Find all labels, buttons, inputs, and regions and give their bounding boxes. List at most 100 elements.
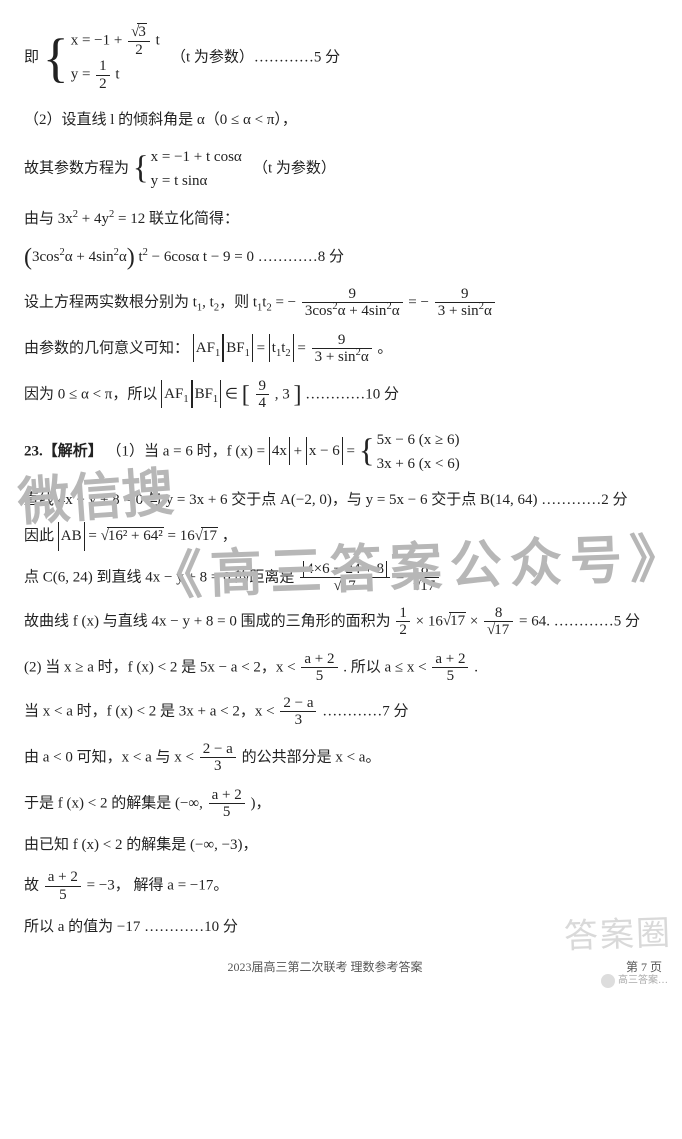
sys1-den2: 2 (96, 76, 110, 93)
p2-c: . (474, 659, 478, 675)
footer-left: 2023届高三第二次联考 理数参考答案 (227, 956, 422, 979)
abl-d: = 16 (168, 528, 195, 544)
geo-meaning-line: 由参数的几何意义可知： AF1BF1 = t1t2 = 93 + sin2α 。 (24, 332, 662, 366)
fn-b: = −3， 解得 a = −17。 (87, 877, 229, 893)
wx-icon (601, 974, 615, 988)
intersect-line: 直线 4x − y + 8 = 0 与 y = 3x + 6 交于点 A(−2,… (24, 486, 662, 515)
rng-den: 4 (256, 395, 270, 412)
given-line: 由已知 f (x) < 2 的解集是 (−∞, −3)， (24, 831, 662, 860)
fb1-db: α + 4sin (338, 303, 387, 319)
fb2-da: 3 + sin (438, 303, 479, 319)
sys1-row2-lhs: y = (71, 66, 94, 82)
abl-a: 因此 (24, 528, 58, 544)
q23-c: + (294, 443, 306, 459)
ss-fn: a + 2 (209, 787, 245, 805)
rng-num: 9 (256, 378, 270, 396)
abl-comma: ， (222, 528, 237, 544)
ar-d: = 64. …………5 分 (519, 613, 640, 629)
p2-ge-line: (2) 当 x ≥ a 时，f (x) < 2 是 5x − a < 2，x <… (24, 651, 662, 685)
fb1-da: 3cos (305, 303, 333, 319)
ar-s17a: 17 (449, 612, 466, 629)
pointC-line: 点 C(6, 24) 到直线 4x − y + 8 = 0 的距离是 4×6 −… (24, 561, 662, 595)
sys1-row1-lhs: x = −1 + (71, 32, 126, 48)
q23-line1: 23.【解析】 （1）当 a = 6 时，f (x) = 4x + x − 6 … (24, 428, 662, 476)
pc-b: = (396, 569, 408, 585)
q-a: 3cos (32, 249, 60, 265)
comb-a: 由与 3x (24, 211, 73, 227)
pw-r1: 5x − 6 (x ≥ 6) (377, 428, 460, 452)
pc-a: 点 C(6, 24) 到直线 4x − y + 8 = 0 的距离是 (24, 569, 298, 585)
dist-den: 17 (340, 577, 357, 594)
param-note: （t 为参数） (253, 160, 336, 176)
geo-eq1: = (257, 340, 269, 356)
p2lt-a: 当 x < a 时，f (x) < 2 是 3x + a < 2，x < (24, 703, 278, 719)
final-line: 故 a + 25 = −3， 解得 a = −17。 (24, 869, 662, 903)
geo-a: 由参数的几何意义可知： (24, 340, 189, 356)
page-footer: 2023届高三第二次联考 理数参考答案 第 7 页 (24, 956, 662, 979)
bf1: BF (226, 340, 244, 356)
p2lt-b: …………7 分 (322, 703, 408, 719)
rt-e: = − (272, 294, 296, 310)
system-prefix: 即 (24, 49, 39, 65)
rng-end: , 3 (275, 386, 290, 402)
af1b: AF (164, 386, 183, 402)
ss-b: )， (250, 795, 270, 811)
combine-line: 由与 3x2 + 4y2 = 12 联立化简得： (24, 205, 662, 234)
rng-dots: …………10 分 (305, 386, 399, 402)
gf-db: α (361, 349, 369, 365)
p2-f1n: a + 2 (301, 651, 337, 669)
p2-f2n2: 2 − a (200, 741, 236, 759)
d2-den: 17 (419, 577, 436, 594)
p2-a: (2) 当 x ≥ a 时，f (x) < 2 是 5x − a < 2，x < (24, 659, 299, 675)
wx-hint-text: 高三答案… (618, 971, 668, 990)
fb1-dc: α (392, 303, 400, 319)
bf1b: BF (195, 386, 213, 402)
sys1-den1: 2 (128, 42, 150, 59)
left-brace-icon: { (359, 428, 375, 476)
eq-system-1: 即 { x = −1 + 32 t y = 12 t （t 为参数）…………5 … (24, 24, 662, 92)
dist-num-abs: 4×6 − 24 + 8 (303, 561, 387, 578)
pw-r2: 3x + 6 (x < 6) (377, 452, 460, 476)
q-c: α (119, 249, 127, 265)
ar-hd: 2 (396, 622, 410, 639)
q23-label: 23.【解析】 (24, 443, 103, 459)
p2-lt-line: 当 x < a 时，f (x) < 2 是 3x + a < 2，x < 2 −… (24, 695, 662, 729)
d2-num: 8 (410, 561, 439, 579)
geo-eq2: = (297, 340, 309, 356)
p2-b: . 所以 a ≤ x < (343, 659, 430, 675)
fn-fn: a + 2 (45, 869, 81, 887)
param-prefix: 故其参数方程为 (24, 160, 129, 176)
sys1-row2-t: t (115, 66, 119, 82)
rng-in: ∈ (225, 386, 242, 402)
comb-b: + 4y (78, 211, 109, 227)
p2-neg-line: 由 a < 0 可知，x < a 与 x < 2 − a3 的公共部分是 x <… (24, 741, 662, 775)
q23-abs2: x − 6 (306, 437, 343, 466)
q23-e: = (347, 443, 359, 459)
rt-c: ，则 t (219, 294, 257, 310)
area-line: 故曲线 f (x) 与直线 4x − y + 8 = 0 围成的三角形的面积为 … (24, 605, 662, 639)
param-row2: y = t sinα (151, 169, 242, 193)
quadratic-eq: (3cos2α + 4sin2α) t2 − 6cosα t − 9 = 0 …… (24, 243, 662, 272)
p2-f1n2: a + 2 (432, 651, 468, 669)
fb2-db: α (484, 303, 492, 319)
p2n-b: 的公共部分是 x < a。 (242, 749, 381, 765)
sys1-num2: 1 (96, 58, 110, 76)
gf-num: 9 (312, 332, 372, 350)
q-b: α + 4sin (65, 249, 114, 265)
q23-a: （1）当 a = 6 时，f (x) = (107, 443, 269, 459)
part2-intro: （2）设直线 l 的倾斜角是 α（0 ≤ α < π）， (24, 106, 662, 135)
conclude-line: 所以 a 的值为 −17 …………10 分 (24, 913, 662, 942)
sys1-row1-t: t (156, 32, 160, 48)
geo-period: 。 (377, 340, 392, 356)
ab-length-line: 因此 AB = 16² + 64² = 1617 ， (24, 522, 662, 551)
left-brace-icon: { (133, 145, 149, 193)
ss-fd: 5 (209, 804, 245, 821)
left-brace-icon: { (43, 24, 69, 92)
abl-sqrt1: 16² + 64² (107, 527, 164, 544)
range-line: 因为 0 ≤ α < π，所以 AF1BF1 ∈ [ 94 , 3 ] …………… (24, 378, 662, 412)
ar-f2n: 8 (484, 605, 513, 623)
q23-abs1: 4x (269, 437, 290, 466)
p2-f1d: 5 (301, 668, 337, 685)
abl-c: = (88, 528, 100, 544)
rt-a: 设上方程两实数根分别为 t (24, 294, 197, 310)
